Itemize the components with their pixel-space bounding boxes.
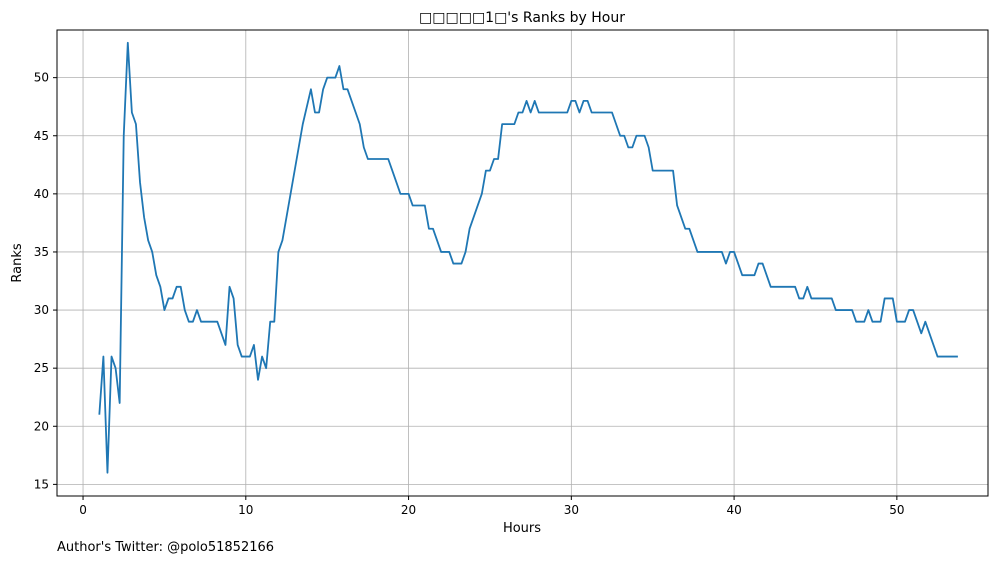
- plot-frame: [56, 29, 989, 497]
- author-credit: Author's Twitter: @polo51852166: [57, 540, 274, 555]
- y-tick-label: 20: [34, 419, 49, 433]
- y-axis-label: Ranks: [10, 243, 25, 282]
- y-tick-label: 50: [34, 71, 49, 85]
- y-tick-label: 30: [34, 303, 49, 317]
- x-tick-label: 50: [889, 503, 904, 517]
- grid-lines: [57, 30, 988, 496]
- x-tick-label: 40: [726, 503, 741, 517]
- rank-series-line: [98, 41, 958, 474]
- series-layer: [98, 41, 958, 474]
- x-tick-label: 30: [564, 503, 579, 517]
- y-tick-label: 45: [34, 129, 49, 143]
- y-tick-label: 35: [34, 245, 49, 259]
- y-axis-ticks: 15 20 25 30 35 40 45 50: [34, 71, 57, 491]
- x-tick-label: 20: [401, 503, 416, 517]
- y-tick-label: 25: [34, 361, 49, 375]
- x-axis-ticks: 0 10 20 30 40 50: [79, 496, 904, 517]
- chart-title: □□□□□1□'s Ranks by Hour: [419, 10, 625, 26]
- x-tick-label: 0: [79, 503, 87, 517]
- y-tick-label: 15: [34, 477, 49, 491]
- y-tick-label: 40: [34, 187, 49, 201]
- x-tick-label: 10: [238, 503, 253, 517]
- x-axis-label: Hours: [503, 521, 541, 536]
